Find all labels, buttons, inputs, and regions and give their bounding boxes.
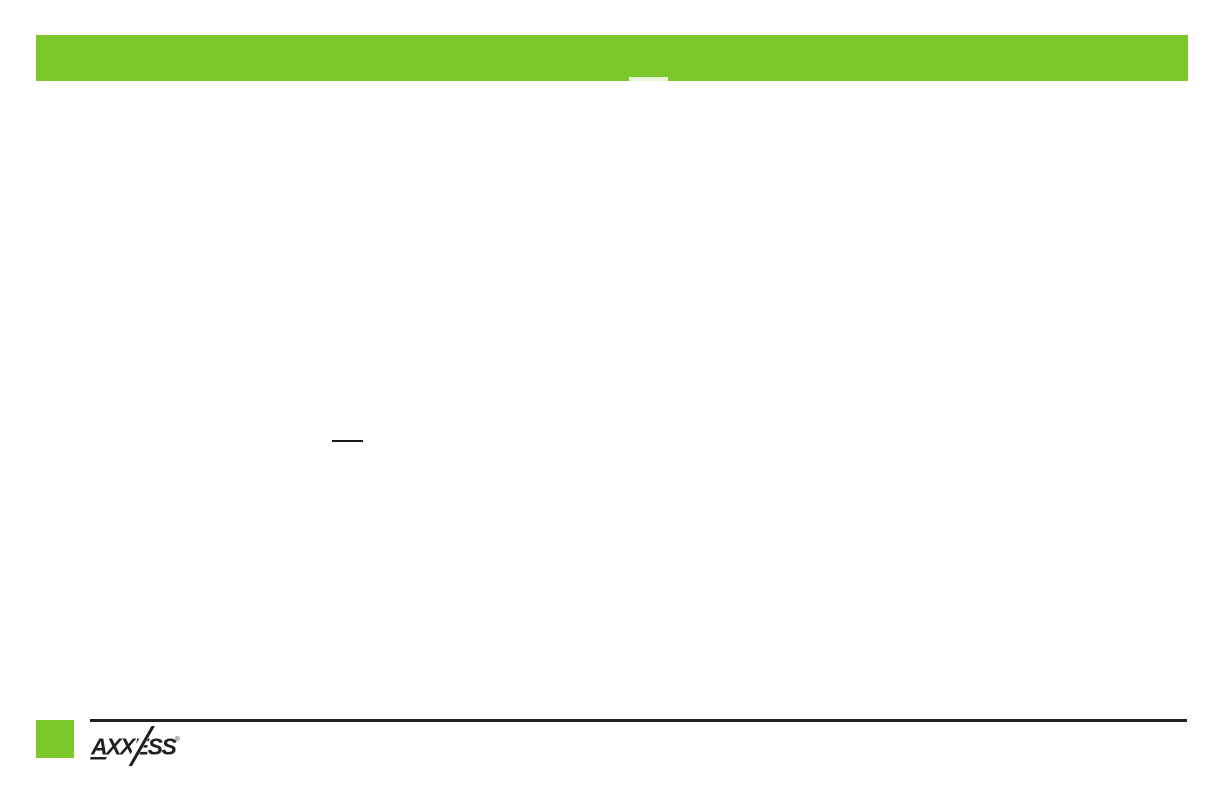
- footer-divider-rule: [90, 719, 1187, 722]
- short-underline: [332, 440, 363, 442]
- axxess-logo-trademark: ®: [175, 735, 180, 743]
- title-bar: [36, 35, 1188, 81]
- footer-green-square: [36, 720, 74, 758]
- title-bar-notch: [629, 77, 668, 81]
- axxess-logo-svg: AXXESS ®: [90, 726, 180, 766]
- axxess-logo-bolt-icon: [128, 726, 155, 766]
- axxess-logo-icon: AXXESS ®: [89, 726, 183, 766]
- axxess-logo-a-underline: [90, 757, 107, 760]
